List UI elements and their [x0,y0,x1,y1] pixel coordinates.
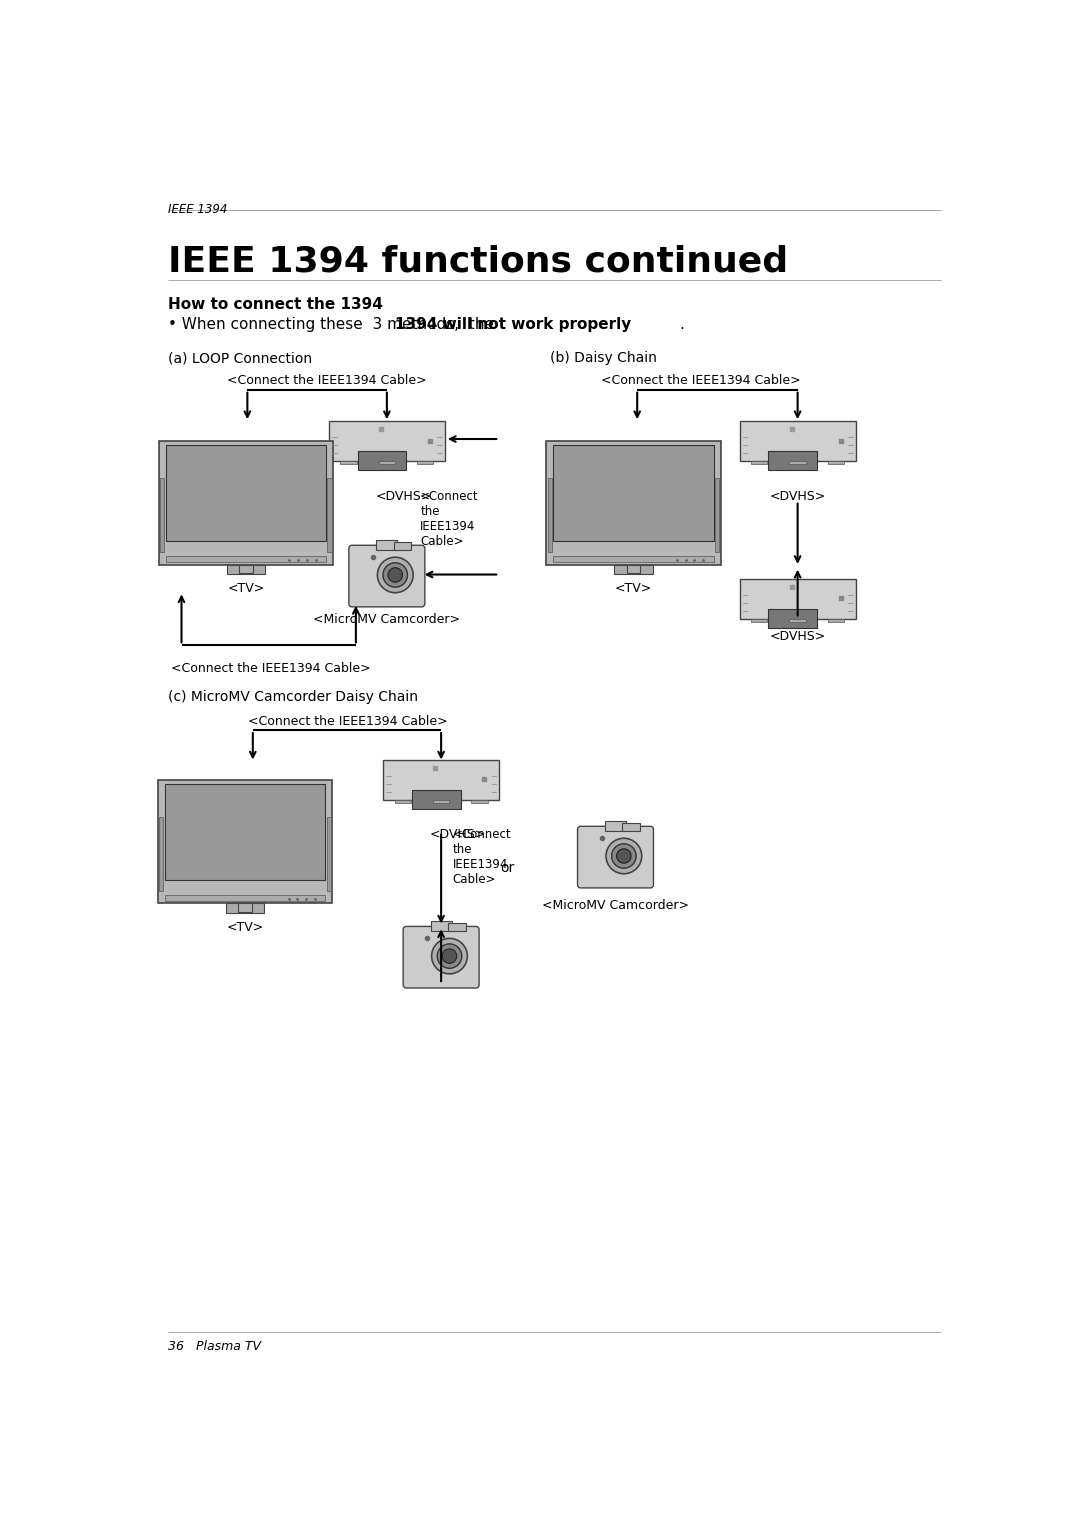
Bar [411,790,461,808]
Text: (b) Daisy Chain: (b) Daisy Chain [550,351,657,365]
Bar [239,903,252,912]
Bar [239,564,253,573]
Bar [328,422,445,461]
Text: IEEE 1394: IEEE 1394 [167,203,227,215]
Circle shape [388,568,403,582]
Bar [159,817,163,891]
Bar [626,564,640,573]
Bar [165,784,325,880]
Bar [394,801,410,804]
Text: .: . [679,318,684,332]
Text: or: or [500,860,514,876]
Bar [433,801,449,804]
Text: <Connect
the
IEEE1394
Cable>: <Connect the IEEE1394 Cable> [453,828,511,886]
FancyBboxPatch shape [403,926,480,989]
Text: <MicroMV Camcorder>: <MicroMV Camcorder> [313,613,460,626]
Bar [448,923,465,931]
Text: <DVHS>: <DVHS> [769,490,826,503]
Text: <Connect the IEEE1394 Cable>: <Connect the IEEE1394 Cable> [171,662,370,675]
Bar [383,759,499,801]
Bar [615,564,652,575]
Bar [394,541,411,550]
Bar [789,461,806,465]
Bar [165,556,326,562]
Text: <TV>: <TV> [227,921,264,934]
Text: <Connect the IEEE1394 Cable>: <Connect the IEEE1394 Cable> [600,374,800,387]
Bar [740,579,855,619]
Bar [553,445,714,541]
Bar [379,461,395,465]
Text: <DVHS>: <DVHS> [375,490,432,503]
Bar [768,608,818,628]
Circle shape [606,839,642,874]
Bar [227,564,265,575]
Bar [548,478,552,552]
Bar [828,461,845,465]
Bar [751,461,768,465]
Circle shape [383,562,407,587]
Text: IEEE 1394 functions continued: IEEE 1394 functions continued [167,244,787,280]
Bar [158,781,333,903]
Bar [751,619,768,622]
Circle shape [437,944,462,969]
Text: • When connecting these  3 methods,  the: • When connecting these 3 methods, the [167,318,499,332]
Text: <Connect the IEEE1394 Cable>: <Connect the IEEE1394 Cable> [228,374,427,387]
Bar [605,821,626,831]
Bar [326,817,330,891]
Bar [789,619,806,622]
Text: <DVHS>: <DVHS> [769,630,826,643]
Bar [340,461,356,465]
Text: <MicroMV Camcorder>: <MicroMV Camcorder> [542,900,689,912]
Text: <Connect
the
IEEE1394
Cable>: <Connect the IEEE1394 Cable> [420,490,478,549]
Bar [327,478,332,552]
Text: 36   Plasma TV: 36 Plasma TV [167,1340,260,1352]
Text: (a) LOOP Connection: (a) LOOP Connection [167,351,312,365]
Text: <TV>: <TV> [227,582,265,596]
Bar [768,451,818,471]
Circle shape [611,843,636,868]
Bar [715,478,719,552]
Circle shape [377,558,414,593]
Bar [357,451,406,471]
Circle shape [432,938,468,973]
Text: 1394 will not work properly: 1394 will not work properly [395,318,632,332]
Bar [828,619,845,622]
Bar [226,903,265,914]
Bar [546,442,720,564]
Bar [160,478,164,552]
Text: <DVHS>: <DVHS> [430,828,486,840]
Bar [159,442,333,564]
Bar [377,539,397,550]
Text: <TV>: <TV> [615,582,652,596]
Text: How to connect the 1394: How to connect the 1394 [167,298,382,312]
Circle shape [617,848,631,863]
Bar [165,895,325,902]
Text: <Connect the IEEE1394 Cable>: <Connect the IEEE1394 Cable> [248,715,448,727]
Bar [165,445,326,541]
Bar [622,822,640,831]
Bar [740,422,855,461]
Bar [553,556,714,562]
Bar [431,921,451,931]
Bar [471,801,488,804]
Bar [417,461,433,465]
FancyBboxPatch shape [578,827,653,888]
Text: (c) MicroMV Camcorder Daisy Chain: (c) MicroMV Camcorder Daisy Chain [167,691,418,704]
FancyBboxPatch shape [349,545,424,607]
Circle shape [442,949,457,963]
